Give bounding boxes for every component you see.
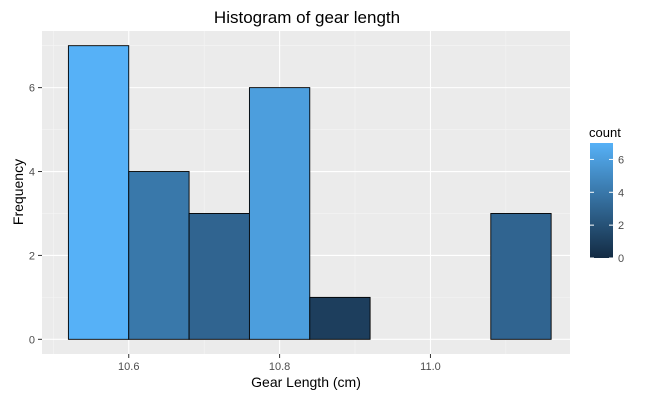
y-tick-label: 2 — [29, 250, 35, 262]
y-tick-label: 6 — [29, 83, 35, 95]
x-axis: 10.6 10.8 11.0 — [118, 354, 441, 373]
histogram-bar — [248, 87, 311, 340]
histogram-bar — [67, 45, 130, 340]
histogram-bar — [490, 213, 552, 340]
bars — [67, 45, 552, 340]
legend-tick-label: 4 — [618, 187, 624, 199]
x-tick-label: 10.8 — [269, 361, 290, 373]
chart-title: Histogram of gear length — [214, 8, 400, 27]
histogram-bar — [188, 213, 250, 340]
y-tick-label: 0 — [29, 334, 35, 346]
y-axis: 0 2 4 6 — [29, 83, 42, 346]
y-axis-title: Frequency — [10, 159, 26, 225]
x-axis-title: Gear Length (cm) — [251, 374, 361, 390]
y-tick-label: 4 — [29, 167, 35, 179]
histogram-bar — [309, 296, 371, 340]
legend: count 0 2 4 6 — [589, 125, 624, 265]
legend-title: count — [589, 125, 621, 140]
legend-colorbar — [590, 143, 613, 258]
legend-tick-label: 2 — [618, 220, 624, 232]
legend-tick-label: 6 — [618, 154, 624, 166]
x-tick-label: 11.0 — [420, 361, 441, 373]
legend-ticks: 0 2 4 6 — [590, 154, 624, 265]
legend-tick-label: 0 — [618, 253, 624, 265]
histogram-bar — [128, 171, 190, 340]
x-tick-label: 10.6 — [118, 361, 139, 373]
